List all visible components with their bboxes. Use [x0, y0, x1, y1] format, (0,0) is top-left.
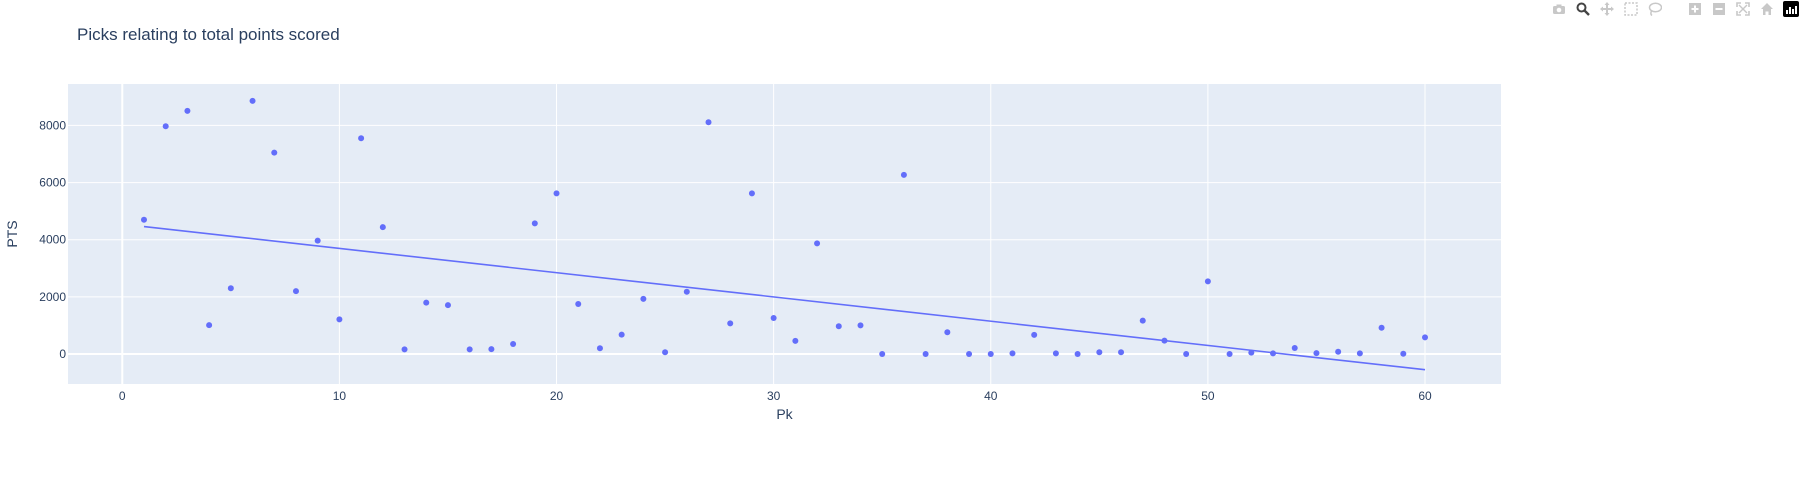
box-select-icon[interactable]: [1622, 0, 1640, 18]
x-tick-label: 50: [1201, 389, 1215, 403]
data-point[interactable]: [1074, 351, 1081, 357]
data-point[interactable]: [575, 301, 582, 307]
data-point[interactable]: [1052, 350, 1059, 357]
data-point[interactable]: [271, 149, 278, 156]
data-point[interactable]: [249, 97, 256, 104]
plot-area[interactable]: [68, 84, 1501, 384]
data-point[interactable]: [792, 337, 799, 344]
modebar: [1550, 0, 1802, 18]
data-point[interactable]: [162, 123, 169, 130]
data-point[interactable]: [488, 346, 495, 353]
data-point[interactable]: [510, 341, 517, 347]
x-tick-labels: 0 10 20 30 40 50 60: [119, 389, 1432, 403]
data-point[interactable]: [1226, 351, 1233, 357]
zoom-in-icon[interactable]: [1686, 0, 1704, 18]
plotly-logo-icon[interactable]: [1782, 0, 1800, 18]
data-point[interactable]: [1096, 349, 1103, 356]
data-point[interactable]: [140, 216, 147, 223]
data-point[interactable]: [770, 315, 777, 321]
data-point[interactable]: [314, 237, 321, 244]
data-point[interactable]: [184, 107, 191, 114]
y-tick-label: 8000: [39, 118, 66, 132]
data-point[interactable]: [683, 288, 690, 295]
x-tick-label: 60: [1418, 389, 1432, 403]
data-point[interactable]: [1031, 331, 1038, 338]
data-point[interactable]: [1422, 334, 1429, 341]
data-point[interactable]: [966, 351, 973, 357]
data-point[interactable]: [401, 346, 408, 353]
data-point[interactable]: [705, 119, 712, 126]
data-point[interactable]: [1183, 351, 1190, 357]
y-tick-label: 2000: [39, 290, 66, 304]
y-tick-label: 6000: [39, 176, 66, 190]
data-point[interactable]: [835, 323, 842, 330]
data-point[interactable]: [444, 302, 451, 309]
data-point[interactable]: [922, 351, 929, 357]
data-point[interactable]: [987, 351, 994, 357]
trendline[interactable]: [143, 225, 1426, 371]
data-point[interactable]: [1009, 350, 1016, 357]
data-point[interactable]: [944, 329, 951, 336]
camera-icon[interactable]: [1550, 0, 1568, 18]
zoom-out-icon[interactable]: [1710, 0, 1728, 18]
x-gridlines: [121, 84, 1426, 384]
y-gridlines: [68, 124, 1501, 355]
x-tick-label: 20: [550, 389, 564, 403]
data-point[interactable]: [336, 316, 343, 323]
data-point[interactable]: [1118, 349, 1125, 356]
data-point[interactable]: [227, 285, 234, 292]
data-point[interactable]: [1291, 345, 1298, 351]
y-axis-title: PTS: [4, 220, 20, 247]
data-point[interactable]: [618, 331, 625, 338]
data-point[interactable]: [1161, 337, 1168, 344]
data-point[interactable]: [1139, 317, 1146, 324]
series-layer: [140, 97, 1429, 371]
data-point[interactable]: [466, 346, 473, 353]
data-point[interactable]: [423, 299, 430, 306]
data-point[interactable]: [748, 190, 755, 197]
data-point[interactable]: [814, 240, 821, 247]
y-tick-label: 0: [59, 347, 66, 361]
y-tick-labels: 0 2000 4000 6000 8000: [39, 118, 66, 361]
data-point[interactable]: [1356, 350, 1363, 357]
data-point[interactable]: [640, 295, 647, 302]
x-tick-label: 40: [984, 389, 998, 403]
pan-icon[interactable]: [1598, 0, 1616, 18]
data-point[interactable]: [879, 351, 886, 357]
data-point[interactable]: [553, 190, 560, 197]
data-point[interactable]: [1335, 348, 1342, 355]
y-tick-label: 4000: [39, 233, 66, 247]
data-point[interactable]: [1313, 350, 1320, 357]
x-axis-title: Pk: [776, 406, 793, 422]
data-point[interactable]: [857, 322, 864, 329]
data-point[interactable]: [1270, 350, 1277, 357]
lasso-icon[interactable]: [1646, 0, 1664, 18]
data-point[interactable]: [206, 322, 213, 329]
data-point[interactable]: [900, 171, 907, 178]
data-point[interactable]: [379, 224, 386, 231]
data-point[interactable]: [531, 220, 538, 227]
data-point[interactable]: [1204, 278, 1211, 285]
x-tick-label: 0: [119, 389, 126, 403]
data-point[interactable]: [1248, 349, 1255, 356]
data-point[interactable]: [1400, 350, 1407, 357]
data-point[interactable]: [596, 345, 603, 352]
data-point[interactable]: [662, 349, 669, 356]
chart-title: Picks relating to total points scored: [77, 25, 340, 44]
x-tick-label: 10: [333, 389, 347, 403]
autoscale-icon[interactable]: [1734, 0, 1752, 18]
reset-axes-icon[interactable]: [1758, 0, 1776, 18]
data-point[interactable]: [358, 135, 365, 142]
data-point[interactable]: [1378, 324, 1385, 331]
x-tick-label: 30: [767, 389, 781, 403]
data-point[interactable]: [727, 320, 734, 327]
zoom-icon[interactable]: [1574, 0, 1592, 18]
data-point[interactable]: [292, 288, 299, 295]
